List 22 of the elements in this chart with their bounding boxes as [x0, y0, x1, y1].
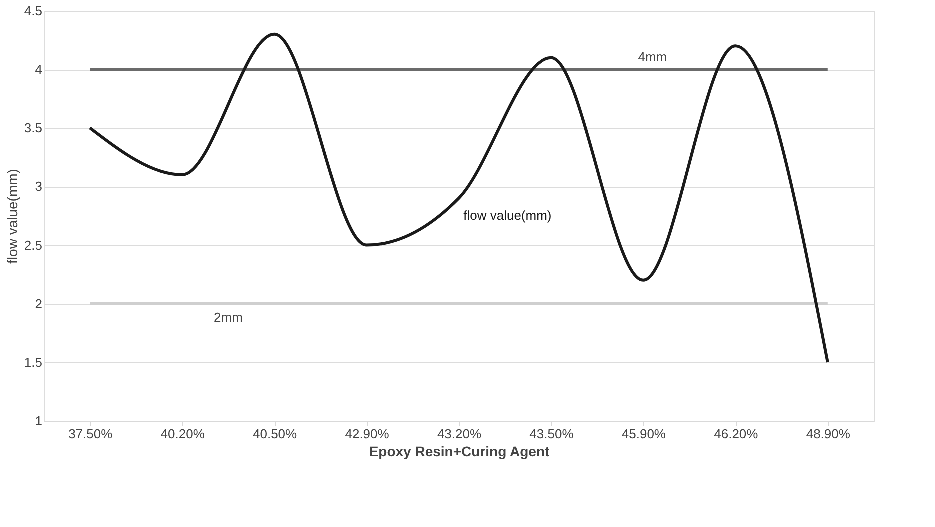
x-tick-label: 43.50%	[530, 426, 574, 442]
y-tick-label: 2.5	[24, 238, 42, 253]
y-tick-label: 1.5	[24, 354, 42, 370]
ref-line-label: 4mm	[638, 50, 668, 65]
y-tick-label: 4.5	[24, 4, 42, 18]
y-tick-label: 2	[35, 296, 42, 312]
x-tick-label: 43.20%	[437, 426, 482, 442]
x-tick-label: 40.20%	[160, 426, 206, 442]
y-axis-title: flow value(mm)	[4, 169, 20, 264]
y-tick-label: 3	[35, 179, 42, 194]
x-tick-label: 40.50%	[253, 426, 298, 442]
x-tick-label: 37.50%	[68, 426, 114, 442]
series-label: flow value(mm)	[464, 208, 552, 223]
x-tick-label: 46.20%	[714, 426, 759, 442]
x-tick-label: 45.90%	[622, 426, 666, 442]
y-tick-label: 4	[35, 62, 42, 78]
y-tick-label: 1	[35, 414, 42, 428]
x-axis-title: Epoxy Resin+Curing Agent	[369, 444, 550, 460]
y-tick-label: 3.5	[24, 120, 42, 136]
x-tick-label: 42.90%	[345, 426, 390, 442]
x-tick-label: 48.90%	[806, 426, 851, 442]
ref-line-label: 2mm	[214, 310, 243, 325]
